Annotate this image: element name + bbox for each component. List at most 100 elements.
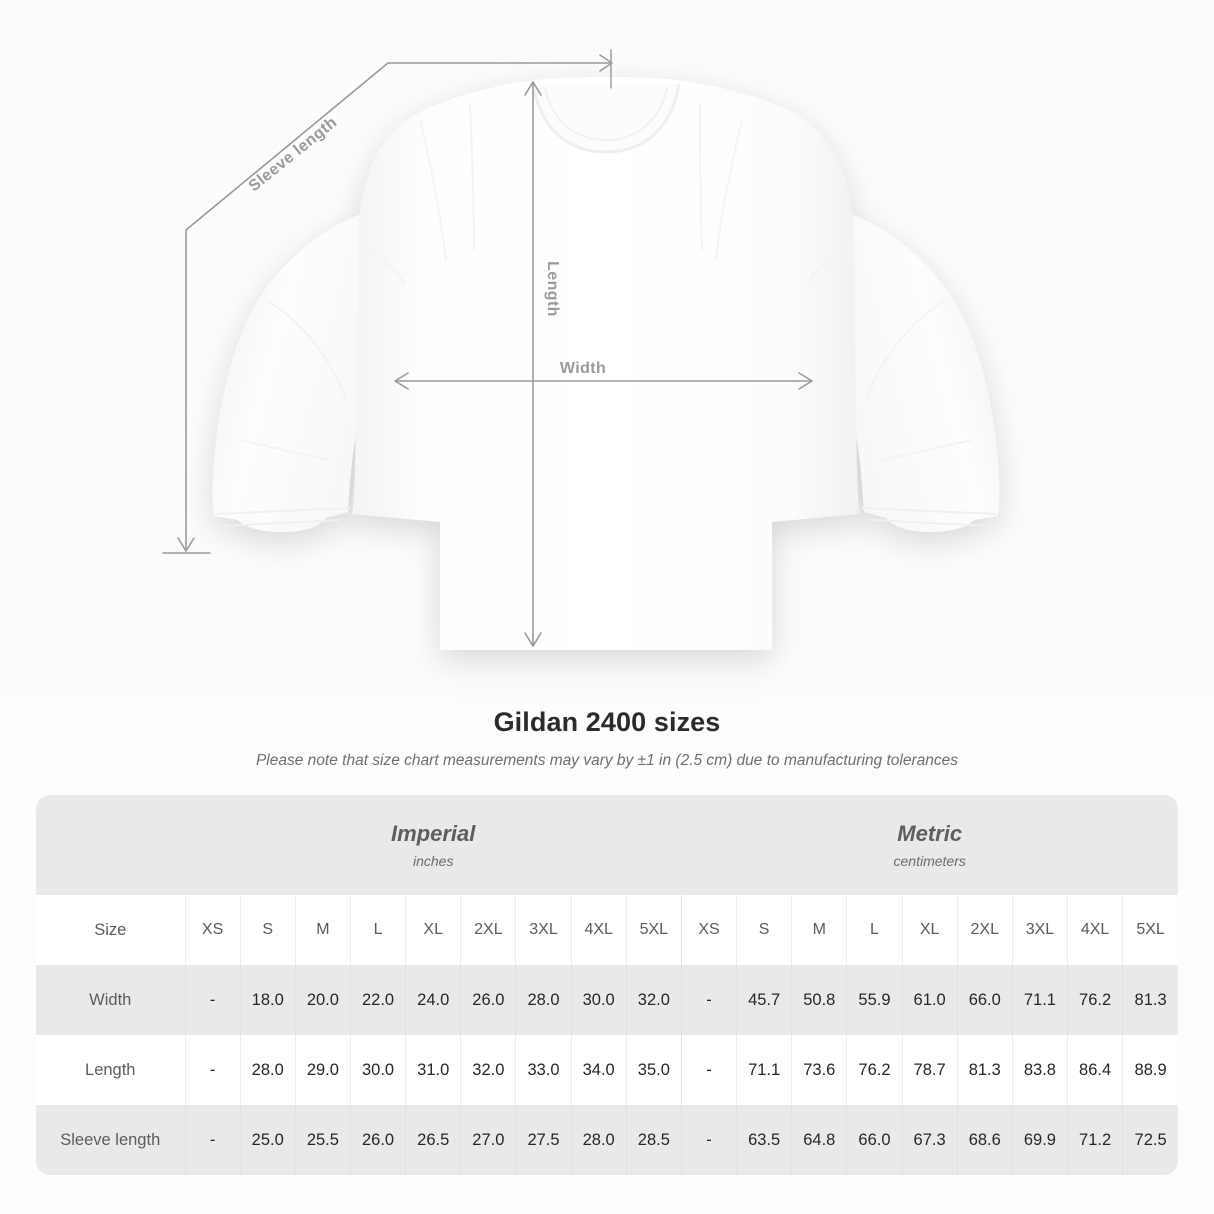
- size-header-row: Size XS S M L XL 2XL 3XL 4XL 5XL XS S M L XL 2XL 3XL 4XL 5…: [36, 895, 1178, 965]
- size-header-imperial-l: L: [349, 895, 406, 965]
- size-header-metric-2xl: 2XL: [956, 895, 1013, 965]
- cell-width-metric-m: 50.8: [791, 965, 847, 1035]
- cell-width-imperial-s: 18.0: [239, 965, 296, 1035]
- size-header-imperial-5xl: 5XL: [625, 895, 682, 965]
- dimension-lines: [162, 49, 813, 647]
- row-label-length: Length: [36, 1035, 185, 1105]
- unit-name: Imperial: [391, 820, 476, 846]
- cell-length-metric-s: 71.1: [736, 1035, 792, 1105]
- size-header-metric-5xl: 5XL: [1122, 895, 1178, 965]
- width-arrow-right: [798, 372, 813, 390]
- cell-width-imperial-5xl: 32.0: [625, 965, 682, 1035]
- table-row: Length -28.0 29.0 30.0 31.0 32.0 33.0 34.0 35.0-…: [36, 1035, 1178, 1105]
- label-sleeve-length: Sleeve length: [246, 114, 341, 195]
- size-column-header: Size: [36, 895, 185, 965]
- length-arrow-bottom: [524, 632, 542, 647]
- cell-sleeve-length-imperial-xl: 26.5: [405, 1105, 461, 1175]
- cell-sleeve-length-imperial-s: 25.0: [239, 1105, 296, 1175]
- cell-length-imperial-xl: 31.0: [405, 1035, 461, 1105]
- cell-sleeve-length-metric-3xl: 69.9: [1011, 1105, 1068, 1175]
- cell-sleeve-length-metric-2xl: 68.6: [956, 1105, 1013, 1175]
- label-length: Length: [544, 261, 561, 317]
- size-header-metric-4xl: 4XL: [1066, 895, 1123, 965]
- cell-width-imperial-xs: -: [184, 965, 241, 1035]
- cell-sleeve-length-metric-5xl: 72.5: [1122, 1105, 1178, 1175]
- cell-sleeve-length-metric-l: 66.0: [846, 1105, 903, 1175]
- cell-length-imperial-2xl: 32.0: [460, 1035, 516, 1105]
- unit-group-imperial: Imperial inches: [185, 795, 682, 895]
- cell-width-imperial-l: 22.0: [349, 965, 406, 1035]
- label-width: Width: [560, 360, 606, 377]
- cell-sleeve-length-imperial-2xl: 27.0: [460, 1105, 516, 1175]
- cell-width-imperial-3xl: 28.0: [515, 965, 572, 1035]
- size-header-imperial-xl: XL: [405, 895, 461, 965]
- table-row: Width -18.0 20.0 22.0 24.0 26.0 28.0 30.0 32.0-4…: [36, 965, 1178, 1035]
- size-header-imperial-s: S: [239, 895, 296, 965]
- size-header-imperial-2xl: 2XL: [460, 895, 516, 965]
- cell-width-metric-s: 45.7: [736, 965, 792, 1035]
- cell-width-metric-xs: -: [680, 965, 737, 1035]
- cell-width-imperial-4xl: 30.0: [570, 965, 627, 1035]
- cell-length-metric-m: 73.6: [791, 1035, 847, 1105]
- size-header-metric-xs: XS: [680, 895, 737, 965]
- garment-diagram: Sleeve length Length Width: [162, 49, 1000, 650]
- cell-sleeve-length-imperial-3xl: 27.5: [515, 1105, 572, 1175]
- cell-length-metric-l: 76.2: [846, 1035, 903, 1105]
- length-arrow-top: [524, 81, 542, 96]
- size-header-metric-xl: XL: [901, 895, 958, 965]
- cell-length-metric-xl: 78.7: [901, 1035, 958, 1105]
- size-header-metric-s: S: [736, 895, 792, 965]
- cell-sleeve-length-metric-s: 63.5: [736, 1105, 792, 1175]
- cell-length-imperial-4xl: 34.0: [570, 1035, 627, 1105]
- cell-width-metric-xl: 61.0: [901, 965, 958, 1035]
- cell-width-metric-3xl: 71.1: [1011, 965, 1068, 1035]
- cell-width-metric-4xl: 76.2: [1066, 965, 1123, 1035]
- cell-length-imperial-xs: -: [184, 1035, 241, 1105]
- sleeve-length-arrow-bottom: [177, 537, 195, 552]
- cell-length-metric-xs: -: [680, 1035, 737, 1105]
- collar-detail: [531, 83, 681, 154]
- unit-name: Metric: [897, 820, 963, 846]
- cell-length-metric-2xl: 81.3: [956, 1035, 1013, 1105]
- cell-length-metric-3xl: 83.8: [1011, 1035, 1068, 1105]
- tolerance-note: Please note that size chart measurements…: [255, 752, 959, 769]
- unit-band-spacer: [36, 795, 185, 895]
- table-row: Sleeve length -25.0 25.5 26.0 26.5 27.0 27.5 28…: [36, 1105, 1178, 1175]
- size-header-imperial-4xl: 4XL: [570, 895, 627, 965]
- fabric-folds: [239, 103, 973, 461]
- row-label-sleeve-length: Sleeve length: [36, 1105, 185, 1175]
- size-header-imperial-xs: XS: [184, 895, 241, 965]
- cell-sleeve-length-imperial-4xl: 28.0: [570, 1105, 627, 1175]
- sleeve-length-line: [185, 62, 612, 549]
- size-header-imperial-3xl: 3XL: [515, 895, 572, 965]
- shirt-shape: [212, 77, 1000, 650]
- cell-length-imperial-5xl: 35.0: [625, 1035, 682, 1105]
- cell-sleeve-length-imperial-l: 26.0: [349, 1105, 406, 1175]
- size-header-metric-m: M: [791, 895, 847, 965]
- unit-subtitle: centimeters: [893, 852, 966, 869]
- cell-length-imperial-s: 28.0: [239, 1035, 296, 1105]
- width-arrow-left: [394, 372, 409, 390]
- unit-subtitle: inches: [412, 852, 454, 869]
- sleeve-length-arrow-top: [599, 54, 613, 72]
- size-chart-table-wrapper: Imperial inches Metric centimeters Size XS S M L…: [36, 795, 1178, 1175]
- row-label-width: Width: [36, 965, 185, 1035]
- size-chart-table: Imperial inches Metric centimeters Size XS S M L…: [36, 795, 1178, 1175]
- unit-group-metric: Metric centimeters: [681, 795, 1178, 895]
- cell-width-imperial-2xl: 26.0: [460, 965, 516, 1035]
- cell-sleeve-length-imperial-xs: -: [184, 1105, 241, 1175]
- unit-band-row: Imperial inches Metric centimeters: [36, 795, 1178, 895]
- title-block: Gildan 2400 sizes Please note that size …: [0, 705, 1214, 771]
- size-header-metric-l: L: [846, 895, 903, 965]
- page-title: Gildan 2400 sizes: [493, 707, 721, 737]
- cell-length-imperial-l: 30.0: [349, 1035, 406, 1105]
- cell-width-imperial-m: 20.0: [294, 965, 351, 1035]
- cell-sleeve-length-imperial-5xl: 28.5: [625, 1105, 682, 1175]
- size-header-metric-3xl: 3XL: [1011, 895, 1068, 965]
- cell-width-metric-l: 55.9: [846, 965, 903, 1035]
- cell-length-imperial-3xl: 33.0: [515, 1035, 572, 1105]
- cell-sleeve-length-metric-xs: -: [680, 1105, 737, 1175]
- cell-length-metric-5xl: 88.9: [1122, 1035, 1178, 1105]
- cell-length-imperial-m: 29.0: [294, 1035, 351, 1105]
- cell-width-metric-2xl: 66.0: [956, 965, 1013, 1035]
